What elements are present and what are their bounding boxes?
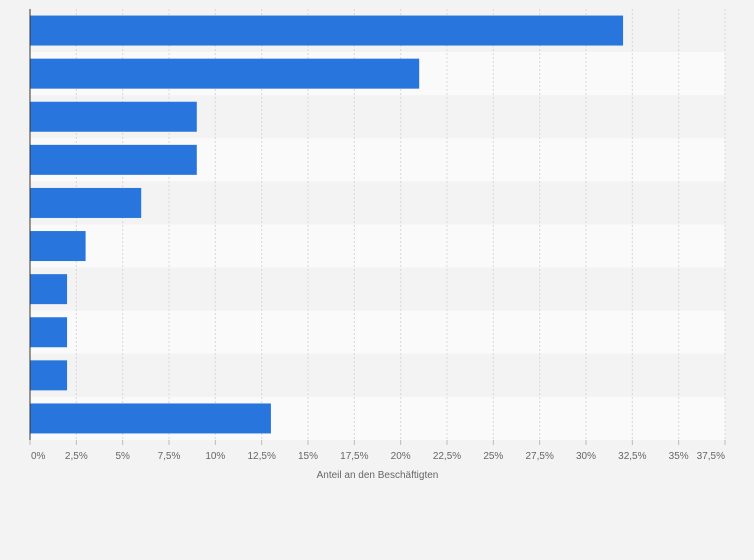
bar[interactable] xyxy=(30,187,142,218)
x-tick-label: 22,5% xyxy=(433,451,461,462)
x-tick-label: 35% xyxy=(669,451,689,462)
bar[interactable] xyxy=(30,231,86,262)
x-tick-label: 0% xyxy=(31,451,46,462)
x-tick-label: 25% xyxy=(483,451,503,462)
row-band xyxy=(30,267,725,311)
bars-group xyxy=(30,15,624,434)
x-tick-label: 37,5% xyxy=(697,451,725,462)
bar[interactable] xyxy=(30,317,68,348)
x-tick-label: 30% xyxy=(576,451,596,462)
row-band xyxy=(30,224,725,268)
x-tick-label: 17,5% xyxy=(340,451,368,462)
x-tick-label: 2,5% xyxy=(65,451,88,462)
bar[interactable] xyxy=(30,360,68,391)
x-tick-label: 32,5% xyxy=(618,451,646,462)
x-tick-label: 27,5% xyxy=(525,451,553,462)
bar[interactable] xyxy=(30,274,68,305)
x-tick-label: 15% xyxy=(298,451,318,462)
x-tick-label: 20% xyxy=(391,451,411,462)
x-axis-ticks: 0% 2,5% 5% 7,5% 10% 12,5% 15% 17,5% 20% 22,5% 25% 2… xyxy=(29,440,726,462)
row-band xyxy=(30,310,725,354)
bar[interactable] xyxy=(30,101,197,132)
row-band xyxy=(30,181,725,225)
bar[interactable] xyxy=(30,58,420,89)
row-bands xyxy=(30,9,725,440)
row-band xyxy=(30,353,725,397)
x-axis-title: Anteil an den Beschäftigten xyxy=(317,470,439,481)
x-tick-label: 10% xyxy=(205,451,225,462)
x-tick-label: 7,5% xyxy=(158,451,181,462)
bar[interactable] xyxy=(30,144,197,175)
bar[interactable] xyxy=(30,403,271,434)
x-tick-label: 5% xyxy=(115,451,130,462)
bar[interactable] xyxy=(30,15,624,46)
x-tick-label: 12,5% xyxy=(247,451,275,462)
